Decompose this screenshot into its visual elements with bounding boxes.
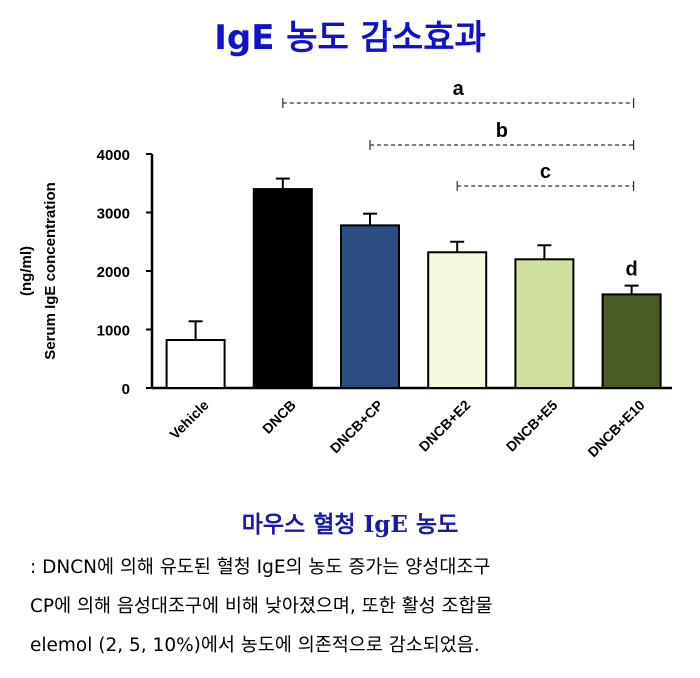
x-tick-label: DNCB (259, 397, 299, 437)
bar (514, 258, 575, 389)
y-tick-label: 3000 (97, 206, 130, 223)
chart-subtitle: 마우스 혈청 IgE 농도 (241, 511, 459, 538)
bar (165, 339, 226, 389)
bar (427, 251, 488, 389)
y-tick-label: 0 (122, 381, 130, 398)
y-tick-label: 4000 (97, 147, 130, 164)
x-tick-label: DNCB+CP (327, 397, 386, 456)
y-axis-title: Serum IgE concentration (42, 182, 59, 360)
bar (252, 188, 313, 389)
caption-line-3: elemol (2, 5, 10%)에서 농도에 의존적으로 감소되었음. (30, 635, 480, 656)
caption-line-2: CP에 의해 음성대조구에 비해 낮아졌으며, 또한 활성 조합물 (30, 596, 493, 617)
x-tick-label: DNCB+E5 (503, 397, 561, 455)
significance-label: a (453, 78, 465, 100)
page-title: IgE 농도 감소효과 (214, 18, 486, 58)
ige-bar-chart: 0 1000 2000 3000 4000 (ng/ml) Serum IgE concen… (18, 78, 672, 460)
bar-annotation-label: d (625, 259, 637, 281)
bar (340, 224, 400, 389)
x-tick-label: Vehicle (166, 397, 212, 443)
caption-line-1: : DNCN에 의해 유도된 혈청 IgE의 농도 증가는 양성대조구 (30, 557, 491, 578)
significance-label: c (540, 161, 551, 183)
x-tick-label: DNCB+E2 (416, 397, 474, 455)
y-tick-label: 2000 (97, 264, 130, 281)
bar (601, 293, 662, 389)
significance-label: b (496, 120, 508, 142)
y-axis-unit: (ng/ml) (18, 246, 35, 296)
caption: : DNCN에 의해 유도된 혈청 IgE의 농도 증가는 양성대조구 CP에 … (30, 548, 690, 665)
x-tick-label: DNCB+E10 (584, 397, 647, 460)
y-tick-label: 1000 (97, 323, 130, 340)
